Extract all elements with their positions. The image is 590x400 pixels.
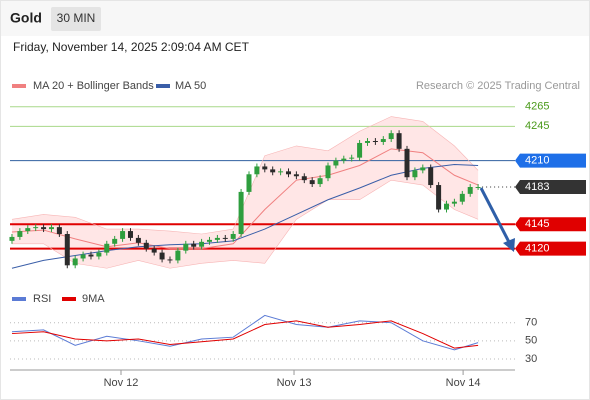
candle-body bbox=[9, 236, 15, 241]
candle-body bbox=[349, 157, 355, 159]
candle-body bbox=[64, 233, 70, 266]
candle-body bbox=[33, 227, 39, 229]
candle-body bbox=[364, 141, 370, 143]
legend-label: RSI bbox=[33, 293, 51, 305]
x-tick-label: Nov 14 bbox=[446, 377, 481, 389]
candle-body bbox=[72, 258, 78, 266]
candle-body bbox=[428, 167, 434, 186]
candle-body bbox=[167, 259, 173, 261]
candle-body bbox=[135, 237, 141, 243]
candle-body bbox=[56, 227, 62, 234]
candle-body bbox=[341, 158, 347, 161]
candle-body bbox=[120, 231, 126, 239]
series-line bbox=[11, 179, 479, 269]
candle-body bbox=[104, 243, 110, 253]
legend-swatch bbox=[12, 84, 26, 88]
level-box bbox=[515, 180, 586, 195]
series-line bbox=[11, 320, 479, 349]
candle-body bbox=[41, 227, 47, 230]
y-tick-label: 30 bbox=[525, 353, 537, 365]
forecast-arrow bbox=[479, 187, 512, 245]
candle-body bbox=[151, 248, 157, 253]
level-label: 4265 bbox=[525, 101, 549, 113]
candle-body bbox=[25, 228, 31, 232]
candle-body bbox=[333, 160, 339, 166]
candle-body bbox=[112, 238, 118, 244]
candle-body bbox=[206, 239, 212, 242]
candle-body bbox=[396, 133, 402, 149]
datetime: Friday, November 14, 2025 2:09:04 AM CET bbox=[13, 40, 250, 54]
candle-body bbox=[278, 171, 284, 173]
level-label: 4210 bbox=[525, 154, 549, 166]
candle-body bbox=[254, 166, 260, 175]
level-label: 4145 bbox=[525, 218, 549, 230]
candle-body bbox=[404, 148, 410, 178]
candle-body bbox=[270, 169, 276, 173]
level-label: 4120 bbox=[525, 243, 549, 255]
candle-body bbox=[199, 241, 205, 247]
level-box bbox=[515, 241, 586, 256]
candle-body bbox=[436, 185, 442, 210]
timeframe: 30 MIN bbox=[57, 11, 96, 25]
legend-label: 9MA bbox=[82, 293, 105, 305]
candle-body bbox=[143, 242, 149, 249]
candle-body bbox=[372, 141, 378, 143]
candle-body bbox=[285, 171, 291, 175]
symbol: Gold bbox=[10, 10, 42, 26]
x-tick-label: Nov 12 bbox=[104, 377, 139, 389]
legend-label: MA 50 bbox=[175, 80, 206, 92]
candle-body bbox=[420, 167, 426, 171]
candle-body bbox=[388, 133, 394, 140]
candle-body bbox=[309, 180, 315, 185]
candle-body bbox=[222, 237, 228, 239]
candle-body bbox=[191, 243, 197, 247]
source: Research © 2025 Trading Central bbox=[416, 80, 580, 92]
candle-body bbox=[238, 191, 244, 234]
candle-body bbox=[246, 174, 252, 192]
candle-body bbox=[127, 231, 133, 238]
level-label: 4245 bbox=[525, 120, 549, 132]
candle-body bbox=[325, 165, 331, 179]
level-label: 4183 bbox=[525, 181, 549, 193]
legend-swatch bbox=[156, 84, 170, 88]
candle-body bbox=[459, 193, 465, 202]
candle-body bbox=[175, 250, 181, 261]
candle-body bbox=[412, 170, 418, 178]
level-box bbox=[515, 217, 586, 232]
series-line bbox=[11, 314, 479, 351]
x-tick-label: Nov 13 bbox=[277, 377, 312, 389]
legend-swatch bbox=[62, 297, 76, 301]
y-tick-label: 70 bbox=[525, 317, 537, 329]
candle-body bbox=[262, 166, 268, 170]
candle-body bbox=[380, 139, 386, 142]
y-tick-label: 50 bbox=[525, 335, 537, 347]
candle-body bbox=[214, 237, 220, 240]
candle-body bbox=[17, 231, 23, 237]
candle-body bbox=[88, 254, 94, 257]
candle-body bbox=[357, 142, 363, 158]
candle-body bbox=[317, 178, 323, 185]
candle-body bbox=[159, 252, 165, 260]
candle-body bbox=[301, 176, 307, 181]
candle-body bbox=[230, 233, 236, 239]
candle-body bbox=[444, 203, 450, 210]
timeframe-box bbox=[51, 7, 101, 31]
candle-body bbox=[96, 252, 102, 257]
candle-body bbox=[183, 243, 189, 251]
level-box bbox=[515, 153, 586, 168]
arrow-head bbox=[503, 238, 515, 252]
legend-swatch bbox=[12, 297, 26, 301]
candle-body bbox=[475, 187, 481, 189]
candle-body bbox=[80, 254, 86, 259]
candle-body bbox=[467, 187, 473, 194]
candle-body bbox=[48, 227, 54, 230]
candle-body bbox=[451, 201, 457, 204]
legend-label: MA 20 + Bollinger Bands bbox=[33, 80, 154, 92]
candle-body bbox=[293, 174, 299, 177]
